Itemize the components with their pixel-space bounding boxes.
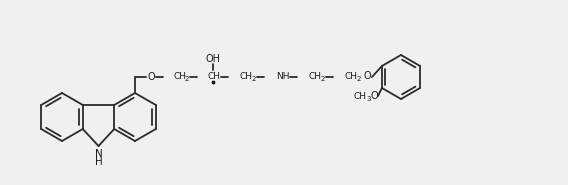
Text: CH: CH — [240, 71, 253, 80]
Text: O: O — [371, 91, 379, 101]
Text: N: N — [95, 149, 102, 159]
Text: CH: CH — [309, 71, 322, 80]
Text: CH: CH — [354, 92, 367, 100]
Text: 2: 2 — [185, 76, 189, 82]
Text: O: O — [364, 71, 371, 81]
Text: NH: NH — [276, 71, 290, 80]
Text: 3: 3 — [366, 96, 370, 102]
Text: O: O — [147, 72, 155, 82]
Text: 2: 2 — [357, 76, 361, 82]
Text: H: H — [95, 157, 102, 167]
Text: OH: OH — [206, 54, 220, 64]
Text: CH: CH — [173, 71, 186, 80]
Text: 2: 2 — [252, 76, 256, 82]
Text: CH: CH — [208, 71, 221, 80]
Text: CH: CH — [345, 71, 358, 80]
Text: 2: 2 — [321, 76, 325, 82]
